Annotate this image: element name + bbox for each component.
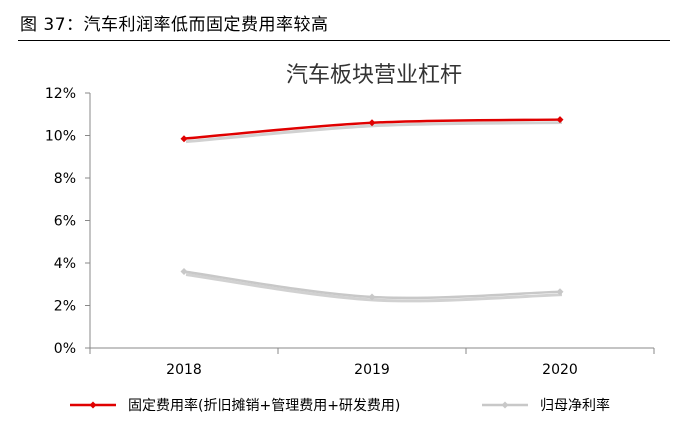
series-line-shadow	[185, 121, 563, 144]
legend-label: 固定费用率(折旧摊销+管理费用+研发费用)	[128, 397, 400, 414]
y-tick-label: 6%	[54, 214, 76, 230]
x-tick-label: 2018	[166, 362, 202, 378]
legend-label: 归母净利率	[540, 397, 610, 414]
figure-caption: 图 37：汽车利润率低而固定费用率较高	[20, 15, 329, 35]
data-point	[556, 288, 564, 296]
data-point	[368, 119, 376, 127]
data-point	[556, 116, 564, 124]
data-point	[368, 293, 376, 301]
chart-title: 汽车板块营业杠杆	[286, 63, 462, 88]
y-tick-label: 10%	[45, 129, 76, 145]
chart-axes	[85, 92, 655, 354]
legend: 固定费用率(折旧摊销+管理费用+研发费用) 归母净利率	[70, 397, 610, 414]
data-point	[180, 268, 188, 275]
x-tick-label: 2020	[542, 362, 578, 378]
x-tick-labels: 2018 2019 2020	[166, 362, 578, 378]
series-2	[180, 268, 564, 303]
caption-divider	[18, 40, 670, 41]
y-tick-label: 8%	[54, 171, 76, 187]
figure-header: 图 37：汽车利润率低而固定费用率较高	[0, 0, 688, 44]
y-tick-label: 12%	[45, 86, 76, 102]
legend-item-1: 固定费用率(折旧摊销+管理费用+研发费用)	[70, 397, 400, 414]
series-1	[180, 116, 564, 144]
legend-item-2: 归母净利率	[482, 397, 610, 414]
x-tick-label: 2019	[354, 362, 390, 378]
y-tick-label: 4%	[54, 256, 76, 272]
legend-swatch-marker	[501, 401, 509, 409]
y-tick-label: 2%	[54, 299, 76, 315]
y-tick-labels: 0% 2% 4% 6% 8% 10% 12%	[45, 86, 76, 357]
legend-swatch-marker	[89, 401, 97, 409]
y-tick-label: 0%	[54, 341, 76, 357]
series-layer	[180, 116, 564, 303]
series-line-shadow	[185, 273, 563, 303]
data-point	[180, 135, 188, 143]
